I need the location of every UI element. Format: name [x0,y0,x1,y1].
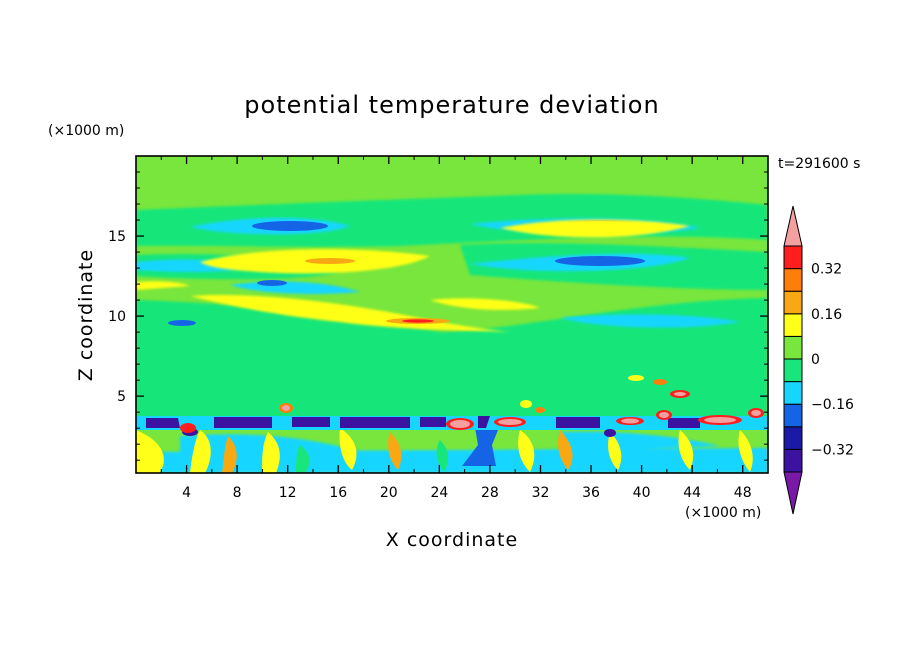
field-regions-peak [180,375,764,433]
x-axis-label: X coordinate [386,529,518,551]
colorbar-arrow-high [783,205,803,247]
y-unit-label: (×1000 m) [48,123,124,139]
region [653,379,667,385]
colorbar-tick-label: 0.32 [811,262,842,278]
colorbar-segment [783,335,803,360]
region [668,418,700,428]
colorbar-segment [783,381,803,405]
region [305,258,355,264]
colorbar-segment [783,245,803,270]
region [678,430,694,470]
colorbar-tick-label: 0.16 [811,307,842,323]
region [180,423,196,433]
region [608,432,622,470]
x-tick-label: 12 [279,485,297,501]
region [340,417,410,428]
region [296,445,310,472]
region [520,400,532,408]
region [136,298,768,420]
region [659,412,669,418]
region [292,417,330,427]
region [388,432,402,470]
region [500,219,690,238]
field-regions-strong-positive [305,258,450,324]
colorbar-segment [783,426,803,450]
colorbar-segment [783,358,803,383]
field-boundary-layer [136,428,753,473]
x-ticks: 4 8 12 16 20 24 28 32 36 40 44 48 [160,156,752,501]
x-tick-label: 32 [532,485,550,501]
x-tick-label: 48 [734,485,752,501]
region [214,417,272,428]
colorbar-segment [783,313,803,337]
region [674,392,686,396]
region [168,320,196,326]
x-tick-label: 28 [481,485,499,501]
x-tick-label: 8 [233,485,242,501]
region [628,375,644,381]
x-tick-label: 44 [683,485,701,501]
x-tick-label: 24 [430,485,448,501]
x-tick-label: 40 [633,485,651,501]
colorbar-segment [783,290,803,315]
region [282,405,290,411]
colorbar-segment [783,403,803,428]
region [190,430,211,473]
chart-title: potential temperature deviation [244,91,659,119]
region [738,430,753,472]
region [430,298,540,310]
colorbar: 0.32 0.16 0 −0.16 −0.32 [783,205,854,515]
plot-frame [135,155,769,474]
region [146,418,180,428]
y-tick-label: 10 [108,309,126,325]
region [498,419,522,425]
x-unit-label: (×1000 m) [685,505,761,521]
colorbar-segment [783,448,803,473]
y-tick-label: 15 [108,229,126,245]
y-ticks: 5 10 15 [108,171,768,461]
region [257,280,287,286]
region [621,418,639,424]
x-tick-label: 36 [582,485,600,501]
colorbar-tick-label: −0.16 [811,397,854,413]
y-axis-label: Z coordinate [75,249,97,381]
region [535,407,545,413]
region [252,221,328,231]
colorbar-tick-label: 0 [811,352,820,368]
region [436,440,449,472]
region [478,416,490,428]
region [420,417,446,427]
region [560,314,740,328]
region [751,410,761,416]
region [136,430,164,473]
x-tick-label: 16 [329,485,347,501]
colorbar-segment [783,268,803,292]
region [462,422,500,466]
y-tick-label: 5 [117,389,126,405]
colorbar-tick-label: −0.32 [811,442,854,458]
region [402,319,434,323]
region [136,281,190,290]
x-tick-label: 4 [182,485,191,501]
x-tick-label: 20 [380,485,398,501]
region [604,429,616,437]
region [450,420,470,428]
region [339,428,357,470]
heatmap-field [136,156,768,473]
region [518,430,535,472]
region [704,417,736,423]
time-label: t=291600 s [778,156,860,172]
region [556,417,600,428]
colorbar-arrow-low [783,471,803,515]
region [222,436,237,473]
region [555,256,645,266]
region [262,432,280,473]
region [558,430,573,470]
